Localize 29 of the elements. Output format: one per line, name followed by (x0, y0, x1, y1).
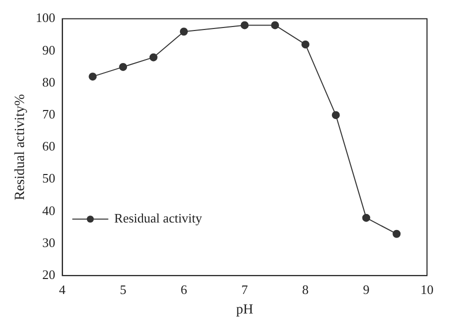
y-tick-label: 50 (42, 170, 56, 186)
point (88, 72, 97, 81)
y-tick-label: 20 (42, 267, 56, 282)
x-axis-title: pH (236, 302, 254, 318)
point (180, 28, 188, 36)
y-tick-label: 30 (42, 234, 56, 250)
x-tick-label: 8 (302, 282, 309, 297)
x-tick-label: 7 (241, 282, 248, 297)
point (149, 53, 158, 62)
y-tick-label: 90 (42, 42, 56, 58)
legend-label: Residual activity (114, 210, 203, 226)
point (271, 21, 280, 30)
y-tick-label: 60 (42, 138, 56, 154)
point (240, 21, 249, 30)
x-tick-label: 5 (120, 282, 126, 297)
y-tick-label: 80 (42, 74, 56, 90)
point (301, 40, 310, 48)
x-tick-label: 10 (420, 282, 434, 297)
y-axis-title: Residual activity% (13, 94, 28, 200)
x-tick-label: 4 (59, 282, 66, 297)
point (332, 111, 340, 120)
point (362, 214, 370, 222)
point (119, 62, 128, 71)
x-tick-label: 9 (362, 282, 370, 297)
y-tick-label: 40 (42, 202, 56, 218)
y-tick-label: 100 (36, 10, 56, 26)
point (392, 230, 401, 238)
x-tick-label: 6 (180, 282, 188, 297)
y-tick-label: 70 (42, 106, 56, 122)
